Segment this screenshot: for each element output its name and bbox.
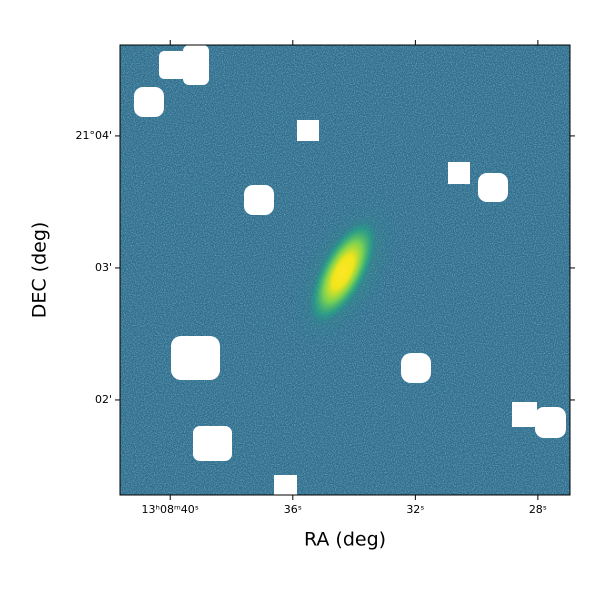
- x-tick-label: 32ˢ: [406, 503, 424, 516]
- plot-frame: [119, 44, 571, 496]
- sky-image: [120, 45, 570, 495]
- y-tick-label: 21°04': [75, 129, 112, 142]
- y-axis-label: DEC (deg): [29, 222, 51, 319]
- x-tick-label: 28ˢ: [529, 503, 547, 516]
- y-tick-label: 03': [95, 261, 112, 274]
- x-axis-label: RA (deg): [304, 529, 386, 551]
- x-tick-label: 13ʰ08ᵐ40ˢ: [142, 503, 199, 516]
- y-tick-label: 02': [95, 393, 112, 406]
- x-tick-label: 36ˢ: [284, 503, 302, 516]
